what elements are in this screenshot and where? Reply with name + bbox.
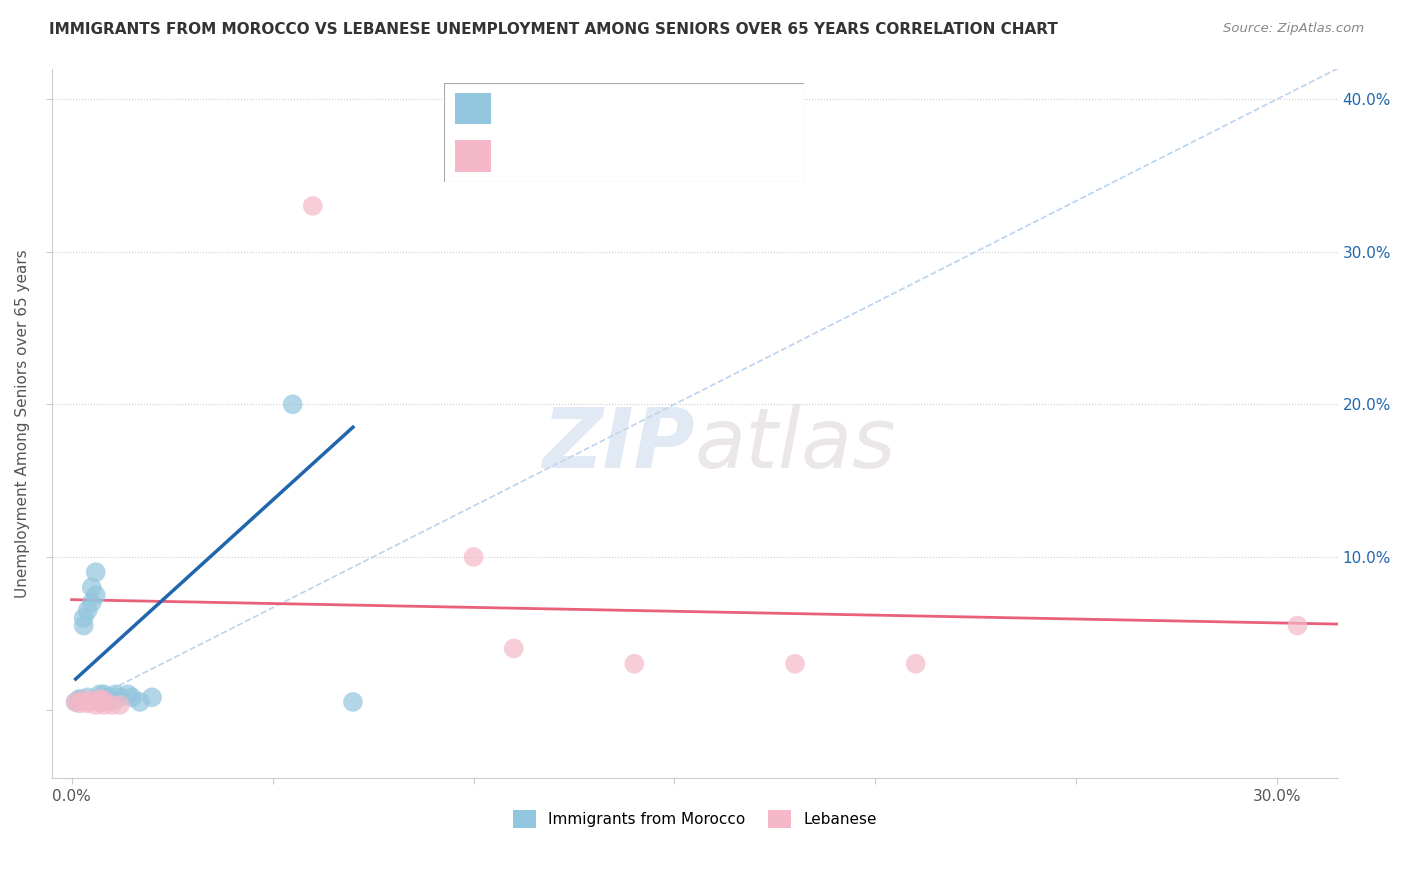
Point [97, 695, 120, 709]
Point [101, 693, 124, 707]
Point [80, 581, 103, 595]
Point [502, 641, 524, 656]
Point [76, 603, 98, 617]
Point [342, 695, 364, 709]
Point [69, 693, 91, 707]
Point [141, 690, 163, 705]
Point [73, 618, 96, 632]
Point [93, 698, 115, 712]
Point [108, 698, 131, 712]
Point [89, 695, 111, 709]
Text: Source: ZipAtlas.com: Source: ZipAtlas.com [1223, 22, 1364, 36]
Point [65, 695, 87, 709]
Point [463, 549, 485, 564]
Point [84, 565, 107, 579]
Point [73, 693, 96, 707]
Y-axis label: Unemployment Among Seniors over 65 years: Unemployment Among Seniors over 65 years [15, 249, 30, 598]
Point [104, 687, 127, 701]
Point [69, 697, 91, 711]
Point [76, 690, 98, 705]
Point [89, 687, 111, 701]
Point [117, 687, 139, 701]
Text: IMMIGRANTS FROM MOROCCO VS LEBANESE UNEMPLOYMENT AMONG SENIORS OVER 65 YEARS COR: IMMIGRANTS FROM MOROCCO VS LEBANESE UNEM… [49, 22, 1059, 37]
Point [97, 690, 120, 705]
Point [121, 690, 143, 705]
Point [89, 691, 111, 706]
Point [129, 695, 152, 709]
Point [301, 199, 323, 213]
Point [69, 691, 91, 706]
Point [93, 693, 115, 707]
Point [80, 693, 103, 707]
Point [1286, 618, 1309, 632]
Point [73, 611, 96, 625]
Legend: Immigrants from Morocco, Lebanese: Immigrants from Morocco, Lebanese [506, 804, 883, 834]
Text: ZIP: ZIP [541, 404, 695, 485]
Point [80, 596, 103, 610]
Point [89, 695, 111, 709]
Point [281, 397, 304, 411]
Point [76, 697, 98, 711]
Point [783, 657, 806, 671]
Point [101, 698, 124, 712]
Point [108, 690, 131, 705]
Point [76, 695, 98, 709]
Point [84, 588, 107, 602]
Point [93, 687, 115, 701]
Text: atlas: atlas [695, 404, 896, 485]
Point [84, 698, 107, 712]
Point [623, 657, 645, 671]
Point [904, 657, 927, 671]
Point [65, 695, 87, 709]
